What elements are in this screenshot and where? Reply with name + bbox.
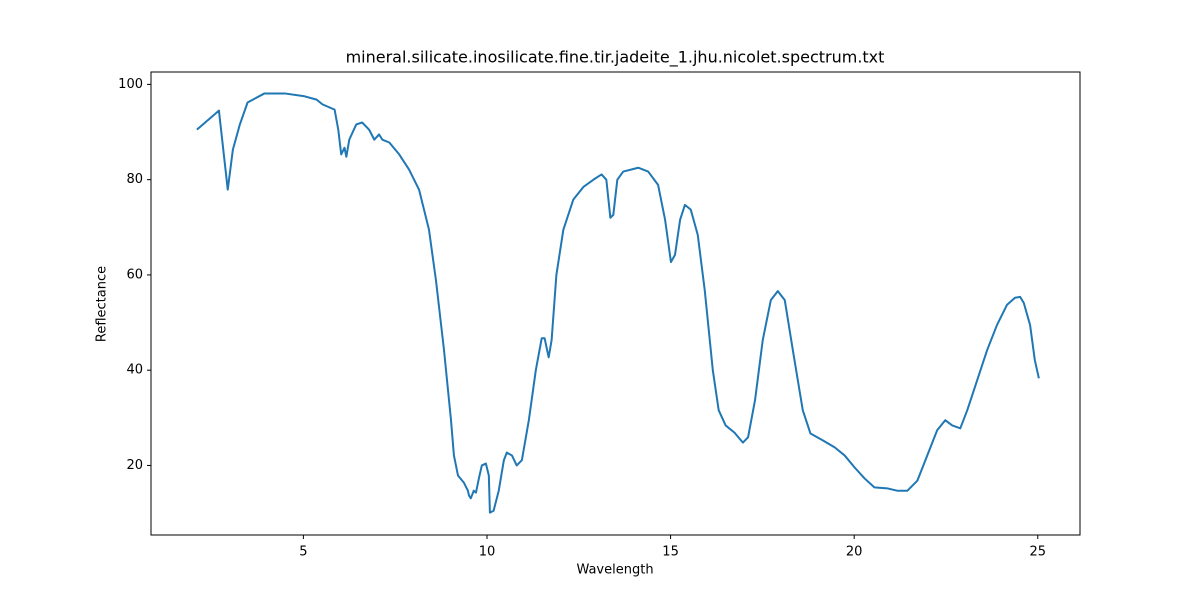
y-tick-label: 20: [126, 458, 143, 473]
x-tick-label: 5: [299, 545, 307, 560]
y-tick-label: 80: [126, 172, 143, 187]
y-tick-label: 100: [118, 77, 143, 92]
chart-title: mineral.silicate.inosilicate.fine.tir.ja…: [346, 48, 885, 68]
x-axis-label: Wavelength: [576, 563, 653, 578]
x-tick-label: 15: [662, 545, 679, 560]
x-tick-label: 20: [846, 545, 863, 560]
plot-frame: [150, 71, 1081, 536]
y-axis-label: Reflectance: [95, 266, 110, 342]
y-tick-label: 60: [126, 267, 143, 282]
y-tick-label: 40: [126, 363, 143, 378]
x-tick-label: 10: [479, 545, 496, 560]
spectrum-line: [196, 92, 1040, 514]
x-tick-label: 25: [1029, 545, 1046, 560]
